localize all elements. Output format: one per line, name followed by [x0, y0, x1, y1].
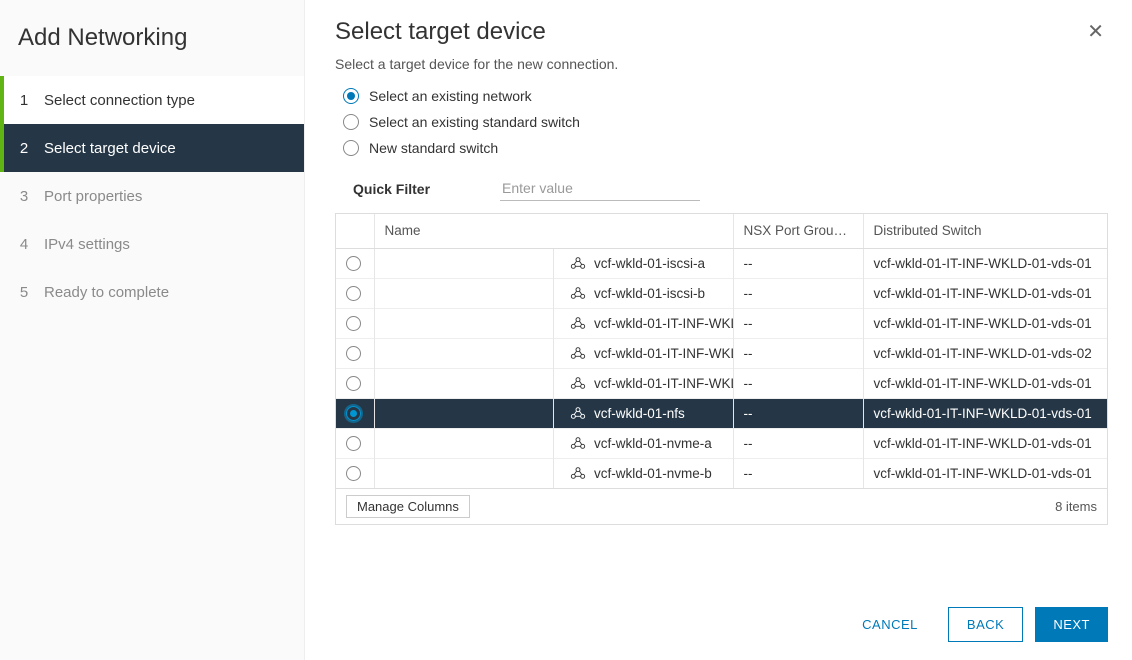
table-footer: Manage Columns 8 items [335, 489, 1108, 525]
network-icon [570, 406, 586, 420]
col-select [336, 214, 374, 248]
wizard-footer: CANCEL BACK NEXT [335, 587, 1108, 642]
wizard-step: 4IPv4 settings [0, 220, 304, 268]
row-ds: vcf-wkld-01-IT-INF-WKLD-01-vds-01 [863, 278, 1107, 308]
filter-input[interactable] [500, 176, 700, 201]
filter-row: Quick Filter [335, 176, 1108, 213]
next-button[interactable]: NEXT [1035, 607, 1108, 642]
row-ds: vcf-wkld-01-IT-INF-WKLD-01-vds-01 [863, 368, 1107, 398]
table-row[interactable]: vcf-wkld-01-nfs --vcf-wkld-01-IT-INF-WKLD… [336, 398, 1107, 428]
back-button[interactable]: BACK [948, 607, 1023, 642]
row-ds: vcf-wkld-01-IT-INF-WKLD-01-vds-01 [863, 248, 1107, 278]
cancel-button[interactable]: CANCEL [844, 607, 936, 642]
radio-label: Select an existing network [369, 88, 532, 104]
step-label: Select connection type [44, 92, 304, 109]
wizard-step: 5Ready to complete [0, 268, 304, 316]
table-body: vcf-wkld-01-iscsi-a--vcf-wkld-01-IT-INF-… [336, 248, 1107, 488]
network-icon [570, 436, 586, 450]
row-name: vcf-wkld-01-iscsi-b [594, 286, 705, 301]
col-name[interactable]: Name [374, 214, 733, 248]
row-ds: vcf-wkld-01-IT-INF-WKLD-01-vds-01 [863, 398, 1107, 428]
row-name: vcf-wkld-01-IT-INF-WKLD-01-vds-01-pg-mgm… [594, 316, 733, 331]
step-number: 1 [4, 92, 44, 109]
row-ds: vcf-wkld-01-IT-INF-WKLD-01-vds-01 [863, 308, 1107, 338]
radio-icon [343, 140, 359, 156]
row-radio[interactable] [346, 466, 361, 481]
close-icon[interactable]: ✕ [1083, 18, 1108, 46]
table-row[interactable]: vcf-wkld-01-IT-INF-WKLD-01-vds-01-pg-vmo… [336, 368, 1107, 398]
radio-icon [343, 88, 359, 104]
row-nsx: -- [733, 368, 863, 398]
networks-table: Name NSX Port Group ID Distributed Switc… [335, 213, 1108, 489]
table-row[interactable]: vcf-wkld-01-IT-INF-WKLD-01-vds-01-pg-nfs… [336, 338, 1107, 368]
table-row[interactable]: vcf-wkld-01-nvme-a --vcf-wkld-01-IT-INF-W… [336, 428, 1107, 458]
page-title: Select target device [335, 18, 546, 46]
radio-option[interactable]: New standard switch [343, 140, 1108, 156]
row-radio[interactable] [346, 346, 361, 361]
table-row[interactable]: vcf-wkld-01-nvme-b --vcf-wkld-01-IT-INF-W… [336, 458, 1107, 488]
wizard-step: 3Port properties [0, 172, 304, 220]
row-ds: vcf-wkld-01-IT-INF-WKLD-01-vds-02 [863, 338, 1107, 368]
wizard-steps: 1Select connection type2Select target de… [0, 76, 304, 316]
radio-option[interactable]: Select an existing network [343, 88, 1108, 104]
network-icon [570, 316, 586, 330]
row-nsx: -- [733, 308, 863, 338]
row-nsx: -- [733, 338, 863, 368]
page-subtitle: Select a target device for the new conne… [335, 56, 1108, 72]
row-radio[interactable] [346, 256, 361, 271]
step-number: 3 [4, 188, 44, 205]
wizard-sidebar: Add Networking 1Select connection type2S… [0, 0, 305, 660]
radio-option[interactable]: Select an existing standard switch [343, 114, 1108, 130]
radio-label: New standard switch [369, 140, 498, 156]
network-icon [570, 466, 586, 480]
row-ds: vcf-wkld-01-IT-INF-WKLD-01-vds-01 [863, 458, 1107, 488]
row-nsx: -- [733, 398, 863, 428]
main-header: Select target device ✕ [335, 18, 1108, 46]
step-label: Ready to complete [44, 284, 304, 301]
table-row[interactable]: vcf-wkld-01-iscsi-a --vcf-wkld-01-IT-INF-… [336, 248, 1107, 278]
step-label: IPv4 settings [44, 236, 304, 253]
wizard-step[interactable]: 1Select connection type [0, 76, 304, 124]
wizard-dialog: Add Networking 1Select connection type2S… [0, 0, 1132, 660]
row-name: vcf-wkld-01-IT-INF-WKLD-01-vds-01-pg-vmo… [594, 376, 733, 391]
col-nsx[interactable]: NSX Port Group ID [733, 214, 863, 248]
network-icon [570, 286, 586, 300]
filter-label: Quick Filter [353, 181, 430, 197]
wizard-step[interactable]: 2Select target device [0, 124, 304, 172]
row-radio[interactable] [346, 436, 361, 451]
row-radio[interactable] [346, 406, 361, 421]
row-name: vcf-wkld-01-nvme-a [594, 436, 712, 451]
row-name: vcf-wkld-01-IT-INF-WKLD-01-vds-01-pg-nfs [594, 346, 733, 361]
step-number: 5 [4, 284, 44, 301]
target-radio-group: Select an existing network Select an exis… [335, 88, 1108, 156]
step-label: Select target device [44, 140, 304, 157]
row-name: vcf-wkld-01-nfs [594, 406, 685, 421]
radio-label: Select an existing standard switch [369, 114, 580, 130]
radio-icon [343, 114, 359, 130]
row-name: vcf-wkld-01-iscsi-a [594, 256, 705, 271]
row-radio[interactable] [346, 376, 361, 391]
row-ds: vcf-wkld-01-IT-INF-WKLD-01-vds-01 [863, 428, 1107, 458]
step-number: 2 [4, 140, 44, 157]
row-nsx: -- [733, 278, 863, 308]
row-nsx: -- [733, 248, 863, 278]
wizard-title: Add Networking [0, 8, 304, 76]
step-label: Port properties [44, 188, 304, 205]
table-row[interactable]: vcf-wkld-01-iscsi-b --vcf-wkld-01-IT-INF-… [336, 278, 1107, 308]
row-radio[interactable] [346, 316, 361, 331]
col-ds[interactable]: Distributed Switch [863, 214, 1107, 248]
items-count: 8 items [1055, 499, 1097, 514]
step-number: 4 [4, 236, 44, 253]
network-icon [570, 256, 586, 270]
row-radio[interactable] [346, 286, 361, 301]
row-nsx: -- [733, 428, 863, 458]
row-nsx: -- [733, 458, 863, 488]
network-icon [570, 376, 586, 390]
manage-columns-button[interactable]: Manage Columns [346, 495, 470, 518]
wizard-main: Select target device ✕ Select a target d… [305, 0, 1132, 660]
table-row[interactable]: vcf-wkld-01-IT-INF-WKLD-01-vds-01-pg-mgm… [336, 308, 1107, 338]
row-name: vcf-wkld-01-nvme-b [594, 466, 712, 481]
network-icon [570, 346, 586, 360]
